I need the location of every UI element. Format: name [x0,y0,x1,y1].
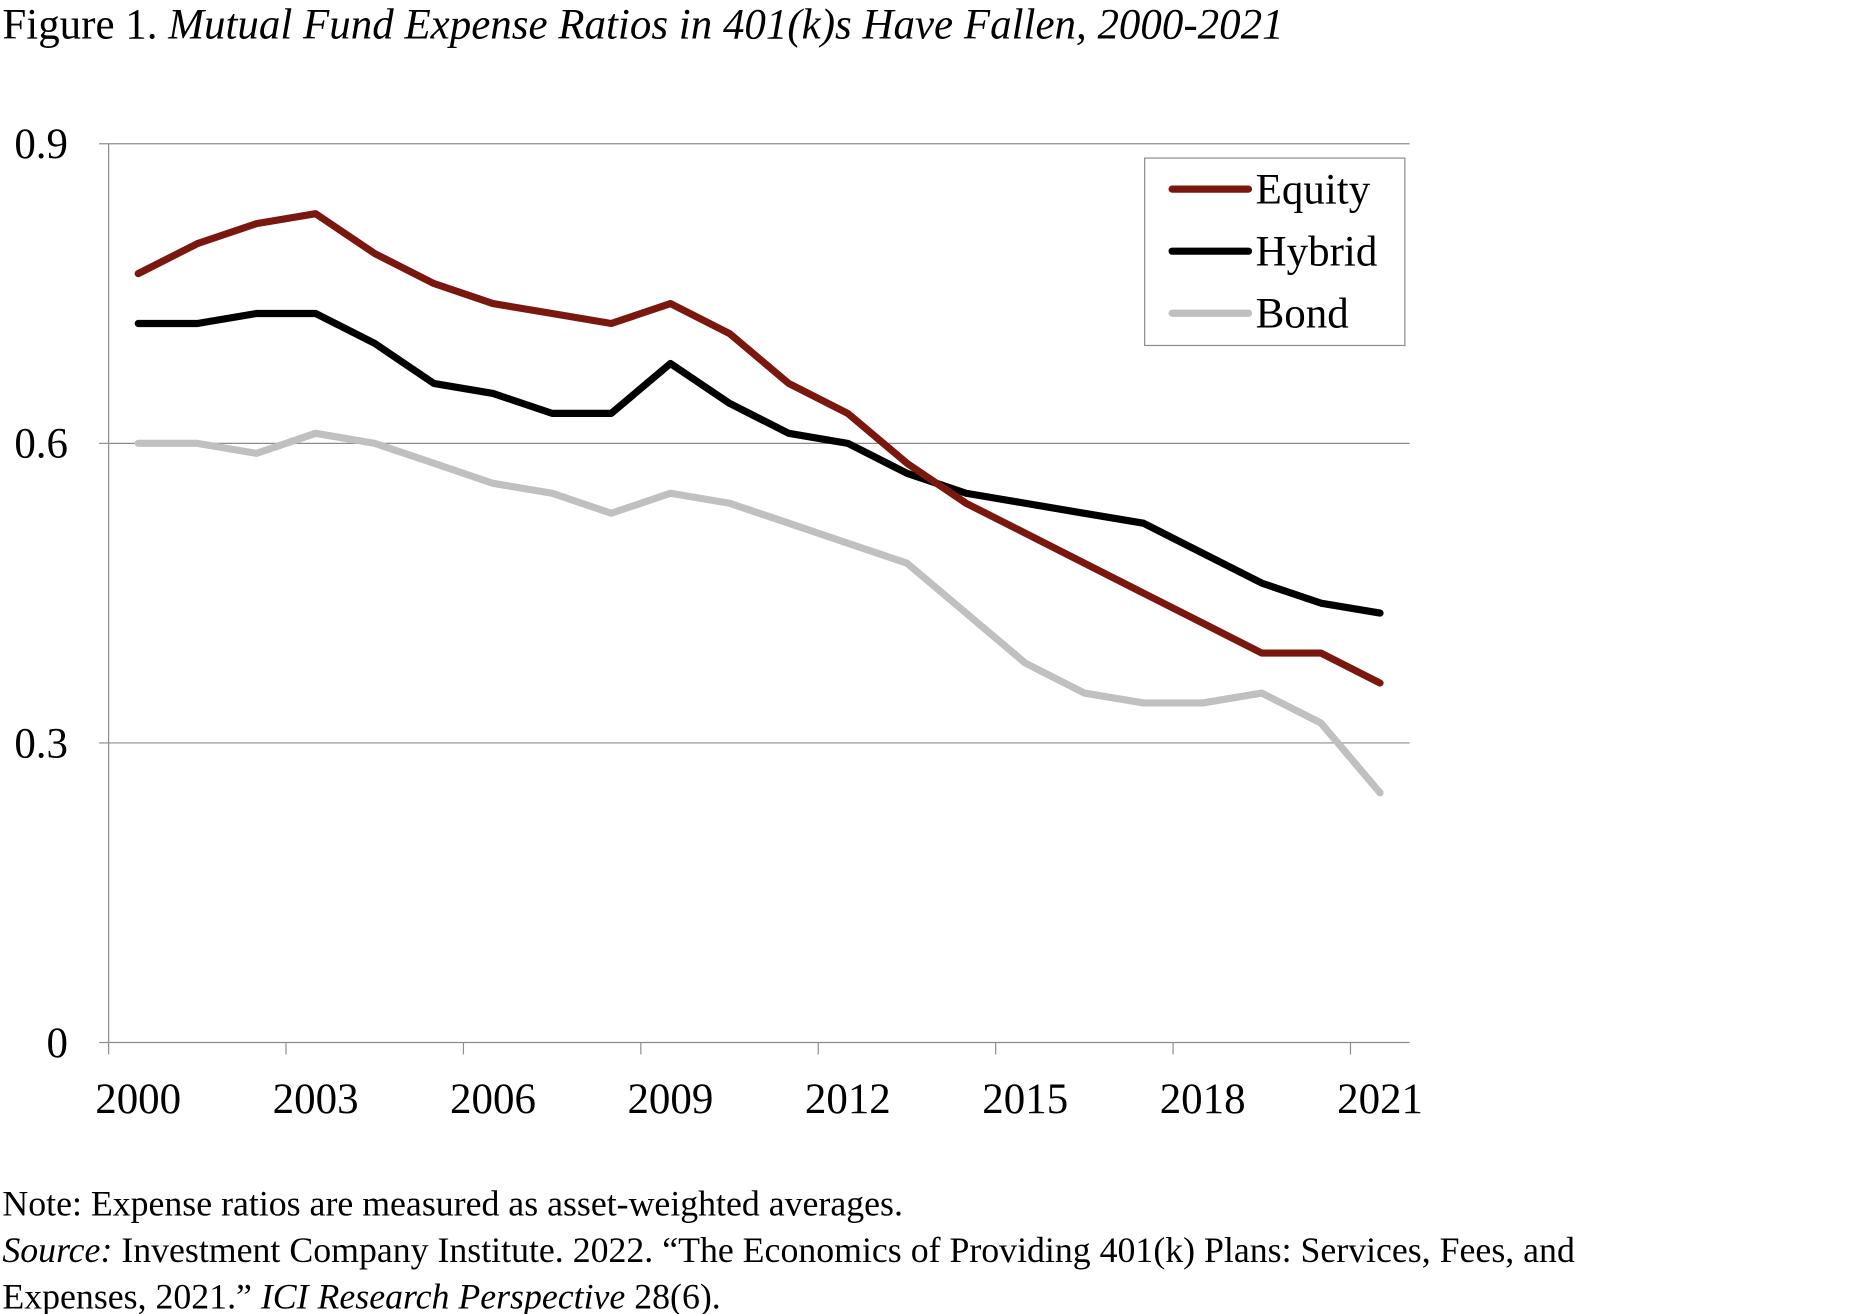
figure-title-text: Mutual Fund Expense Ratios in 401(k)s Ha… [167,2,1283,49]
y-tick-label: 0.9 [14,121,68,168]
note-text: Note: Expense ratios are measured as ass… [2,1184,903,1224]
x-tick-label: 2021 [1337,1076,1423,1123]
legend-label-hybrid: Hybrid [1256,229,1378,276]
figure-title: Figure 1. Mutual Fund Expense Ratios in … [2,2,1283,49]
axes: 0 0.3 0.6 0.9 2000 2003 2006 2009 2012 2015 2018 20… [14,121,1423,1123]
source-line-2: Expenses, 2021.” ICI Research Perspectiv… [2,1277,720,1314]
series-line-bond [134,429,1384,797]
source-label: Source: [2,1230,112,1270]
source-line-1: Source: Investment Company Institute. 20… [2,1230,1575,1270]
y-tick-label: 0.3 [14,720,68,767]
x-tick-label: 2003 [273,1076,359,1123]
figure-label: Figure 1. [2,2,168,49]
y-tick-label: 0.6 [14,421,68,468]
series-lines [134,210,1384,797]
x-tick-label: 2018 [1160,1076,1246,1123]
source-text: Investment Company Institute. 2022. “The… [112,1230,1575,1270]
x-tick-label: 2009 [627,1076,713,1123]
legend-label-equity: Equity [1256,166,1371,213]
source-text-2: Expenses, 2021.” [2,1277,260,1314]
legend: Equity Hybrid Bond [1144,157,1406,347]
journal-name: ICI Research Perspective [260,1277,626,1314]
x-tick-label: 2006 [450,1076,536,1123]
x-tick-label: 2012 [805,1076,891,1123]
series-line-equity [134,210,1384,687]
y-tick-label: 0 [47,1020,68,1067]
series-line-hybrid [134,309,1384,617]
legend-label-bond: Bond [1256,291,1349,338]
x-tick-label: 2015 [982,1076,1068,1123]
source-text-3: 28(6). [625,1277,720,1314]
x-tick-label: 2000 [95,1076,181,1123]
gridlines [108,143,1410,744]
